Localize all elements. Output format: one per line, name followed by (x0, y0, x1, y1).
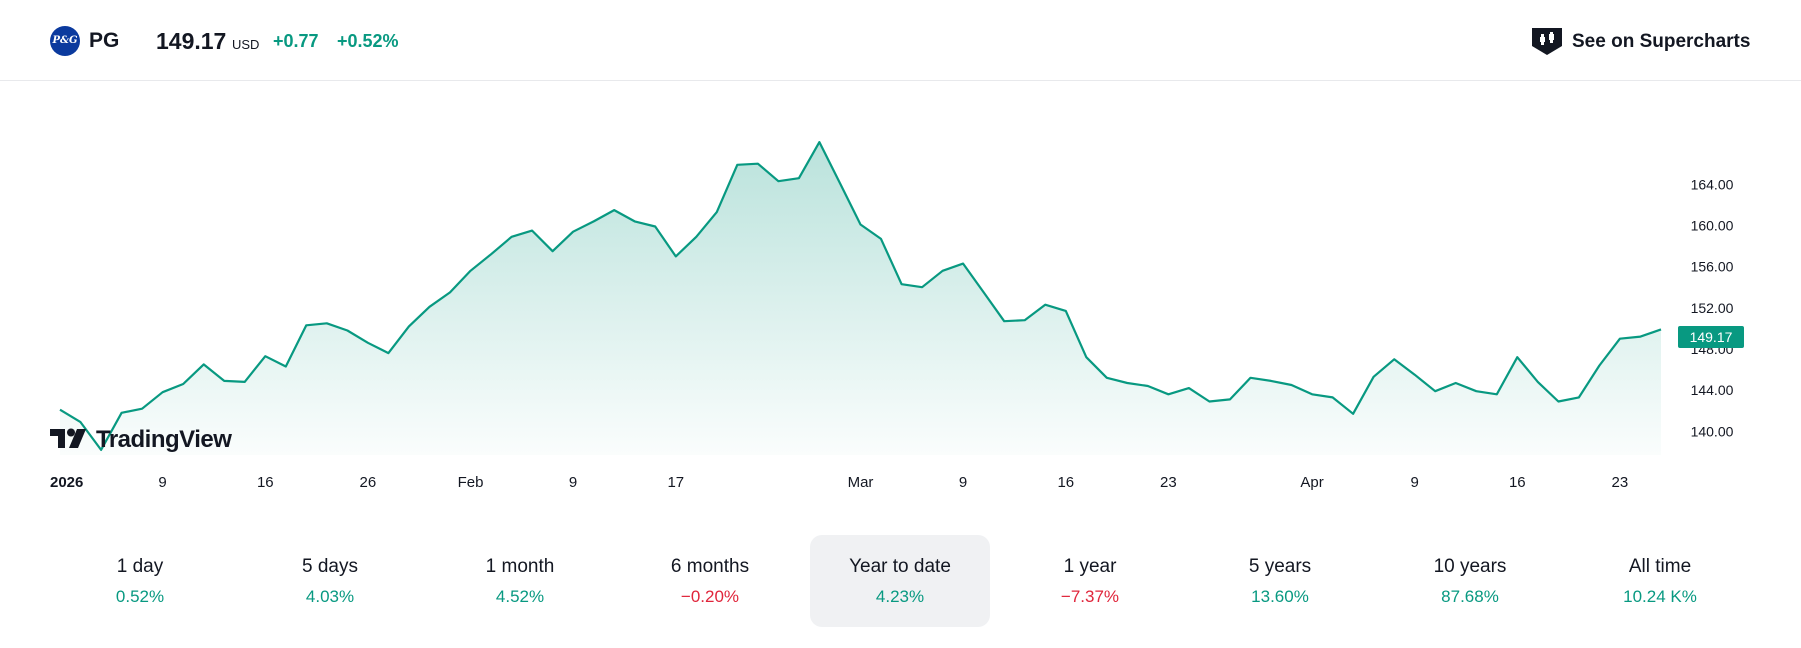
x-tick-label: 23 (1160, 474, 1177, 491)
x-tick-label: 26 (360, 474, 377, 491)
y-tick-label: 140.00 (1691, 423, 1734, 439)
range-label: 6 months (670, 556, 750, 577)
price-change-percent: +0.52% (337, 31, 399, 51)
last-price: 149.17 (156, 28, 227, 54)
range-label: All time (1628, 556, 1692, 577)
range-value: 4.23% (875, 587, 925, 606)
x-tick-label: Mar (848, 474, 874, 491)
supercharts-icon (1532, 28, 1562, 55)
after-hours-moon-icon (133, 32, 140, 46)
range-value: 10.24 K% (1623, 587, 1697, 606)
currency-label: USD (232, 37, 260, 52)
range-10-years[interactable]: 10 years 87.68% (1380, 535, 1560, 627)
x-tick-label: Feb (458, 474, 484, 491)
range-value: −7.37% (1060, 587, 1120, 606)
see-on-supercharts-button[interactable]: See on Supercharts (1526, 22, 1762, 60)
y-tick-label: 164.00 (1691, 176, 1734, 192)
range-label: 1 day (116, 556, 164, 577)
x-tick-label: 17 (667, 474, 684, 491)
range-label: 1 month (485, 556, 555, 577)
tradingview-logo-icon (50, 428, 86, 448)
range-5-years[interactable]: 5 years 13.60% (1190, 535, 1370, 627)
last-price-badge-label: 149.17 (1690, 329, 1733, 345)
range-value: 13.60% (1251, 587, 1309, 606)
x-tick-label: 2026 (50, 474, 83, 491)
price-area-fill (60, 142, 1661, 455)
range-1-day[interactable]: 1 day 0.52% (50, 535, 230, 627)
symbol-header: P&G PG 149.17 USD +0.77 +0.52% See on Su… (0, 0, 1801, 81)
range-1-year[interactable]: 1 year −7.37% (1000, 535, 1180, 627)
range-label: 5 days (302, 556, 358, 577)
x-tick-label: 9 (1411, 474, 1419, 491)
x-tick-label: 16 (257, 474, 274, 491)
price-change: +0.77 (273, 31, 319, 51)
y-tick-label: 152.00 (1691, 300, 1734, 316)
last-price-badge (1678, 326, 1744, 348)
range-6-months[interactable]: 6 months −0.20% (620, 535, 800, 627)
range-value: 87.68% (1441, 587, 1499, 606)
range-label: 1 year (1063, 556, 1117, 577)
range-label: Year to date (849, 556, 951, 577)
tradingview-wordmark: TradingView (96, 426, 232, 453)
period-performance-bar: 1 day 0.52% 5 days 4.03% 1 month 4.52% 6… (50, 535, 1760, 627)
range-value: −0.20% (680, 587, 740, 606)
price-line (59, 141, 1662, 451)
range-all-time[interactable]: All time 10.24 K% (1570, 535, 1750, 627)
y-tick-label: 156.00 (1691, 259, 1734, 275)
ticker-symbol[interactable]: PG (89, 29, 120, 52)
range-1-month[interactable]: 1 month 4.52% (430, 535, 610, 627)
price-chart[interactable]: 140.00144.00148.00152.00156.00160.00164.… (0, 81, 1801, 501)
y-tick-label: 160.00 (1691, 218, 1734, 234)
x-tick-label: 9 (569, 474, 577, 491)
x-tick-label: 16 (1057, 474, 1074, 491)
range-value: 0.52% (115, 587, 165, 606)
range-label: 10 years (1433, 556, 1507, 577)
x-tick-label: 9 (158, 474, 166, 491)
x-tick-label: 16 (1509, 474, 1526, 491)
range-value: 4.03% (305, 587, 355, 606)
supercharts-label: See on Supercharts (1572, 31, 1751, 52)
range-year-to-date[interactable]: Year to date 4.23% (810, 535, 990, 627)
x-tick-label: 9 (959, 474, 967, 491)
x-tick-label: Apr (1300, 474, 1323, 491)
y-tick-label: 144.00 (1691, 382, 1734, 398)
company-logo: P&G (50, 26, 80, 56)
range-5-days[interactable]: 5 days 4.03% (240, 535, 420, 627)
range-value: 4.52% (495, 587, 545, 606)
range-label: 5 years (1248, 556, 1312, 577)
x-tick-label: 23 (1612, 474, 1629, 491)
